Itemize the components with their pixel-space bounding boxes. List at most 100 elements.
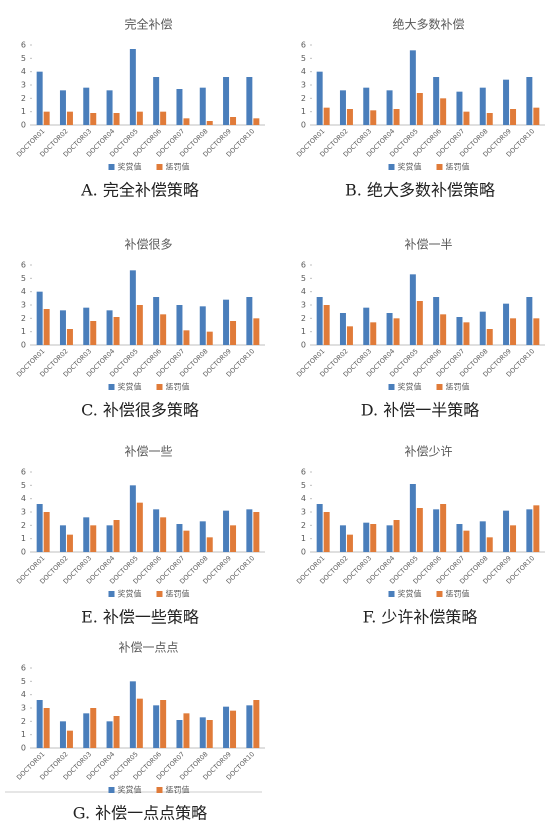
bar bbox=[43, 512, 50, 552]
y-tick-label: 4 bbox=[21, 287, 26, 296]
bar bbox=[253, 700, 260, 748]
caption: D. 补偿一半策略 bbox=[361, 401, 479, 420]
bar bbox=[339, 90, 346, 125]
bar bbox=[36, 71, 43, 125]
y-tick-label: 3 bbox=[301, 301, 306, 310]
y-tick-label: 4 bbox=[301, 287, 306, 296]
y-tick-label: 4 bbox=[21, 494, 26, 503]
bar bbox=[323, 305, 330, 345]
bar bbox=[456, 91, 463, 125]
legend-label: 惩罚值 bbox=[446, 162, 470, 172]
bar bbox=[246, 297, 253, 345]
bar bbox=[323, 107, 330, 125]
bar bbox=[83, 87, 90, 125]
bar bbox=[416, 301, 423, 345]
bar bbox=[136, 502, 143, 552]
bar bbox=[339, 525, 346, 552]
bar bbox=[43, 111, 50, 125]
bar bbox=[363, 87, 370, 125]
legend-swatch bbox=[108, 164, 115, 170]
y-tick-label: 2 bbox=[21, 717, 26, 726]
bar bbox=[223, 510, 230, 552]
y-tick-label: 1 bbox=[301, 534, 306, 543]
y-tick-label: 2 bbox=[301, 521, 306, 530]
y-tick-label: 5 bbox=[21, 677, 26, 686]
bar bbox=[199, 521, 206, 552]
legend-label: 奖赏值 bbox=[118, 382, 142, 392]
bar bbox=[176, 524, 183, 552]
legend-swatch bbox=[436, 384, 443, 390]
bar bbox=[90, 113, 97, 125]
bar bbox=[486, 329, 493, 345]
bar bbox=[526, 509, 533, 552]
chart-title: 补偿一些 bbox=[124, 444, 172, 459]
bar bbox=[129, 49, 136, 125]
bar bbox=[106, 90, 113, 125]
bar bbox=[66, 730, 73, 748]
bar bbox=[43, 708, 50, 748]
bar bbox=[246, 77, 253, 125]
bar bbox=[370, 322, 377, 345]
legend-swatch bbox=[388, 164, 395, 170]
bar bbox=[206, 121, 213, 125]
y-tick-label: 0 bbox=[301, 121, 306, 130]
bar bbox=[230, 117, 237, 125]
y-tick-label: 2 bbox=[21, 94, 26, 103]
y-tick-label: 4 bbox=[301, 67, 306, 76]
bar bbox=[463, 322, 470, 345]
bar bbox=[153, 297, 160, 345]
y-tick-label: 3 bbox=[301, 81, 306, 90]
bar bbox=[113, 317, 120, 345]
y-tick-label: 1 bbox=[21, 107, 26, 116]
bar bbox=[316, 297, 323, 345]
y-tick-label: 0 bbox=[21, 744, 26, 753]
legend-swatch bbox=[156, 164, 163, 170]
bar bbox=[153, 705, 160, 748]
y-tick-label: 3 bbox=[21, 508, 26, 517]
y-tick-label: 5 bbox=[21, 481, 26, 490]
bar bbox=[416, 508, 423, 552]
bar bbox=[223, 706, 230, 748]
bar bbox=[363, 522, 370, 552]
legend-swatch bbox=[108, 384, 115, 390]
bar bbox=[386, 313, 393, 345]
bar bbox=[370, 524, 377, 552]
bar bbox=[386, 525, 393, 552]
bar bbox=[206, 537, 213, 552]
y-tick-label: 3 bbox=[301, 508, 306, 517]
y-tick-label: 5 bbox=[301, 54, 306, 63]
bar bbox=[409, 50, 416, 126]
chart: 补偿一点点0123456DOCTOR01DOCTOR02DOCTOR03DOCT… bbox=[15, 640, 265, 822]
caption: E. 补偿一些策略 bbox=[81, 608, 199, 627]
bar bbox=[323, 512, 330, 552]
legend-swatch bbox=[436, 591, 443, 597]
chart: 补偿少许0123456DOCTOR01DOCTOR02DOCTOR03DOCTO… bbox=[295, 444, 545, 627]
y-tick-label: 0 bbox=[21, 341, 26, 350]
bar bbox=[526, 77, 533, 125]
bar bbox=[223, 299, 230, 345]
bar bbox=[339, 313, 346, 345]
bar bbox=[90, 708, 97, 748]
bar bbox=[440, 504, 447, 552]
bar bbox=[66, 329, 73, 345]
legend-label: 奖赏值 bbox=[398, 382, 422, 392]
bar bbox=[206, 331, 213, 345]
bar bbox=[136, 698, 143, 748]
bar bbox=[129, 485, 136, 552]
legend-swatch bbox=[388, 591, 395, 597]
bar bbox=[183, 530, 190, 552]
chart-title: 补偿一点点 bbox=[118, 640, 178, 655]
bar bbox=[533, 107, 540, 125]
y-tick-label: 6 bbox=[21, 664, 26, 673]
bar bbox=[160, 111, 167, 125]
bar bbox=[183, 713, 190, 748]
bar bbox=[433, 509, 440, 552]
chart-title: 完全补偿 bbox=[124, 17, 172, 32]
bar bbox=[66, 111, 73, 125]
legend-label: 惩罚值 bbox=[166, 785, 190, 795]
bar bbox=[199, 306, 206, 345]
chart: 绝大多数补偿0123456DOCTOR01DOCTOR02DOCTOR03DOC… bbox=[295, 17, 545, 200]
bar bbox=[409, 274, 416, 345]
bar bbox=[503, 510, 510, 552]
